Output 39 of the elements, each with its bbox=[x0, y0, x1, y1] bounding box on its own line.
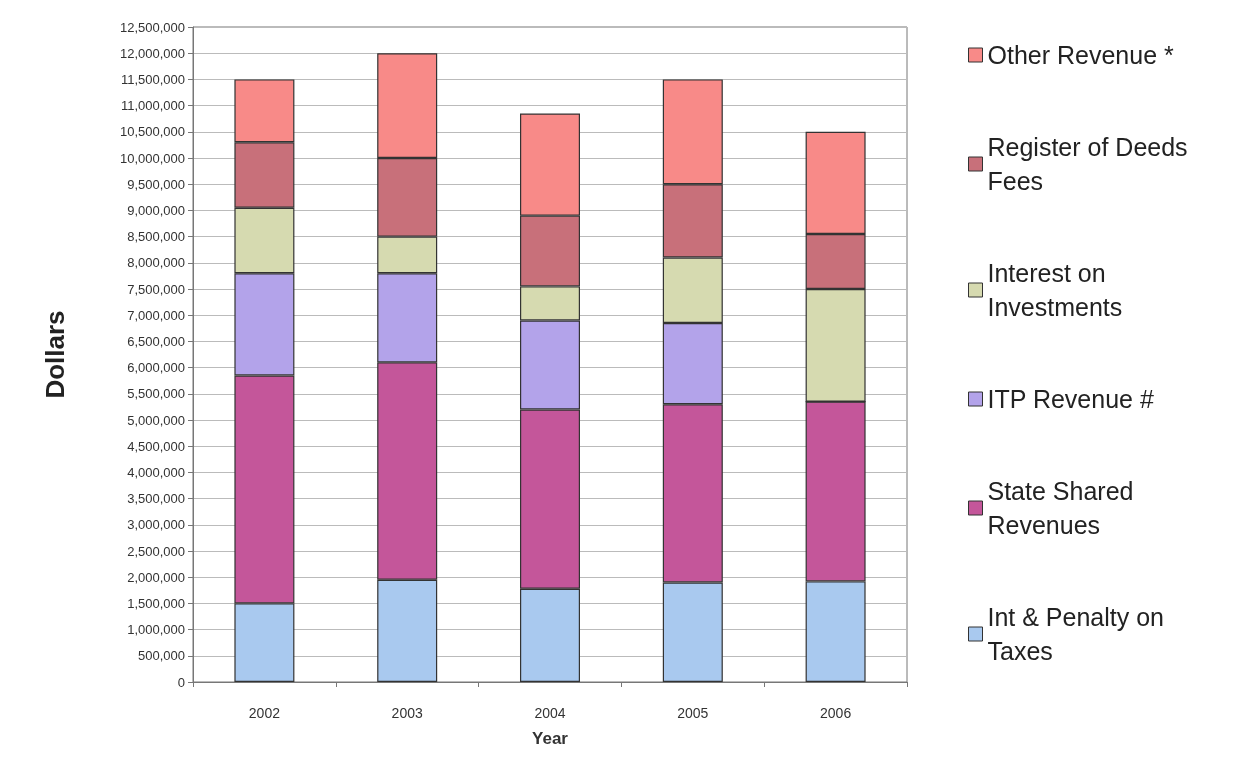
y-tick-label: 9,000,000 bbox=[127, 202, 185, 218]
y-tick-label: 8,000,000 bbox=[127, 255, 185, 271]
y-tick-label: 2,500,000 bbox=[127, 543, 185, 559]
legend-label: Int & Penalty on Taxes bbox=[987, 603, 1171, 665]
y-tick-label: 4,000,000 bbox=[127, 464, 185, 480]
y-tick-label: 10,500,000 bbox=[119, 124, 185, 140]
y-tick-label: 6,000,000 bbox=[127, 360, 185, 376]
y-tick-label: 3,000,000 bbox=[127, 517, 185, 533]
y-tick-label: 0 bbox=[177, 674, 185, 690]
y-tick-label: 8,500,000 bbox=[127, 229, 185, 245]
y-tick-label: 7,500,000 bbox=[127, 281, 185, 297]
y-tick-label: 1,000,000 bbox=[127, 622, 185, 638]
legend-label: Register of Deeds Fees bbox=[987, 133, 1195, 195]
y-tick-label: 4,500,000 bbox=[127, 438, 185, 454]
y-tick-label: 6,500,000 bbox=[127, 333, 185, 349]
y-tick-label: 7,000,000 bbox=[127, 307, 185, 323]
y-tick-label: 10,000,000 bbox=[119, 150, 185, 166]
y-tick-label: 2,000,000 bbox=[127, 569, 185, 585]
y-tick-label: 3,500,000 bbox=[127, 491, 185, 507]
legend-label: ITP Revenue # bbox=[987, 385, 1154, 413]
y-tick-label: 11,000,000 bbox=[120, 98, 185, 114]
y-tick-label: 11,500,000 bbox=[120, 71, 185, 87]
legend-label: Interest on Investments bbox=[987, 259, 1123, 321]
y-tick-label: 9,500,000 bbox=[127, 176, 185, 192]
legend-label: Other Revenue * bbox=[987, 41, 1174, 69]
x-tick-label: 2005 bbox=[677, 705, 709, 721]
y-tick-label: 1,500,000 bbox=[127, 595, 185, 611]
x-axis-title: Year bbox=[532, 729, 569, 748]
x-tick-label: 2004 bbox=[534, 705, 566, 721]
y-axis-title: Dollars bbox=[40, 310, 70, 399]
y-tick-label: 5,500,000 bbox=[127, 386, 185, 402]
x-tick-label: 2003 bbox=[391, 705, 423, 721]
legend-label: State Shared Revenues bbox=[987, 477, 1141, 539]
y-tick-label: 12,500,000 bbox=[119, 19, 185, 35]
x-tick-label: 2002 bbox=[248, 705, 281, 721]
y-tick-label: 12,000,000 bbox=[119, 45, 185, 61]
y-tick-label: 5,000,000 bbox=[127, 412, 185, 428]
y-tick-label: 500,000 bbox=[138, 648, 185, 664]
x-tick-label: 2006 bbox=[820, 705, 852, 721]
